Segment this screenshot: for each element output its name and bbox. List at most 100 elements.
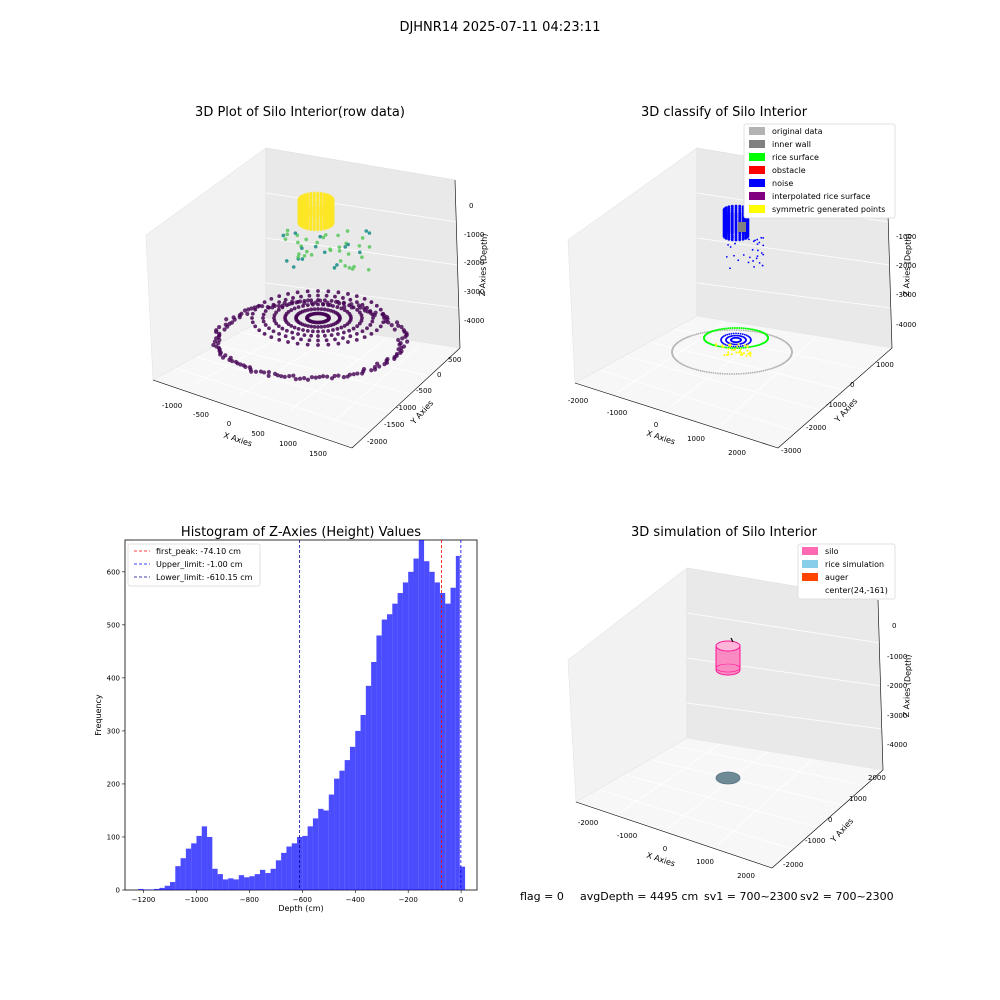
data-point	[760, 236, 763, 239]
legend-label: original data	[772, 127, 823, 136]
data-point	[358, 305, 363, 310]
data-point	[228, 355, 233, 360]
hist-bar	[212, 868, 218, 890]
x-tick-labels: -2000 -1000 0 1000 2000	[568, 397, 746, 457]
x-tick-label: 1000	[279, 440, 297, 448]
data-point	[727, 207, 731, 211]
data-point	[697, 332, 700, 335]
data-point	[325, 216, 329, 220]
data-point	[319, 324, 324, 329]
data-point	[367, 245, 372, 249]
data-point	[262, 331, 267, 336]
data-point	[365, 326, 369, 331]
hist-bar	[397, 593, 403, 890]
data-point	[724, 220, 728, 224]
data-point	[274, 310, 279, 315]
data-point	[739, 345, 742, 348]
data-point	[730, 206, 734, 210]
data-point	[752, 240, 755, 243]
data-point	[746, 327, 749, 330]
data-point	[296, 332, 300, 336]
data-point	[258, 369, 264, 374]
data-point	[738, 210, 742, 214]
data-point	[300, 257, 305, 261]
data-point	[354, 337, 359, 342]
data-point	[367, 231, 372, 235]
data-point	[733, 343, 736, 346]
hist-bar	[180, 858, 186, 890]
data-point	[305, 342, 310, 347]
hist-bar	[459, 866, 466, 890]
z-axis-label: Z Axies (Depth)	[902, 233, 913, 296]
data-point	[335, 327, 340, 331]
data-point	[365, 305, 369, 310]
data-point	[271, 329, 276, 334]
data-point	[247, 365, 252, 370]
data-point	[360, 236, 365, 240]
data-point	[305, 377, 311, 382]
data-point	[283, 297, 288, 302]
hist-bar	[217, 874, 223, 890]
status-line: flag = 0 avgDepth = 4495 cm sv1 = 700~23…	[520, 890, 894, 903]
y-tick-label: 0	[437, 371, 441, 379]
data-point	[737, 343, 740, 346]
data-point	[741, 231, 745, 235]
z-axis-line	[877, 599, 884, 771]
hist-bar	[408, 571, 414, 890]
legend-entries: original data inner wall rice surface obsta…	[749, 127, 885, 214]
data-point	[719, 372, 722, 375]
data-point	[755, 257, 758, 260]
data-point	[741, 217, 745, 221]
y-tick-label: -500	[416, 387, 432, 395]
data-point	[729, 346, 732, 349]
data-point	[687, 336, 689, 338]
data-point	[721, 372, 724, 375]
data-point	[724, 206, 728, 210]
data-point	[701, 331, 704, 334]
data-point	[692, 334, 694, 337]
data-point	[371, 316, 375, 320]
data-point	[313, 244, 318, 249]
data-point	[747, 261, 750, 264]
data-point	[262, 370, 267, 375]
y-tick-label: 600	[107, 568, 120, 576]
data-point	[762, 253, 765, 256]
y-tick-labels: 2000 1000 0 -1000 -2000	[783, 774, 886, 869]
hist-bar	[439, 593, 446, 890]
data-point	[348, 313, 353, 318]
data-point	[309, 375, 315, 380]
data-point	[351, 326, 356, 331]
panel-simulation-3d: 3D simulation of Silo Interior -2000 -10…	[520, 525, 913, 903]
panel-raw-title: 3D Plot of Silo Interior(row data)	[195, 105, 405, 120]
data-point	[306, 324, 310, 328]
x-tick-label: 2000	[728, 449, 746, 457]
data-point	[326, 342, 331, 347]
legend-label: auger	[825, 573, 849, 582]
y-axis-label: Y Axies	[408, 399, 435, 427]
data-point	[369, 331, 374, 336]
hist-bar	[371, 661, 377, 890]
z-tick-label: -1000	[887, 653, 907, 661]
data-point	[331, 219, 335, 223]
data-point	[329, 333, 334, 338]
data-point	[274, 321, 279, 326]
data-point	[277, 337, 282, 342]
data-point	[730, 238, 734, 242]
data-point	[734, 224, 738, 228]
data-point	[741, 333, 744, 336]
data-point	[740, 329, 743, 332]
data-point	[779, 364, 782, 366]
y-tick-label: 200	[107, 780, 120, 788]
status-sv2: sv2 = 700~2300	[800, 890, 894, 903]
data-point	[746, 344, 749, 347]
data-point	[737, 351, 740, 354]
data-point	[351, 372, 356, 377]
raw-data-points	[211, 191, 410, 382]
x-tick-label: -500	[193, 411, 209, 419]
data-point	[727, 213, 731, 217]
data-point	[296, 305, 301, 309]
data-point	[732, 345, 735, 348]
data-point	[703, 370, 706, 373]
data-point	[257, 328, 262, 333]
data-point	[751, 248, 754, 251]
